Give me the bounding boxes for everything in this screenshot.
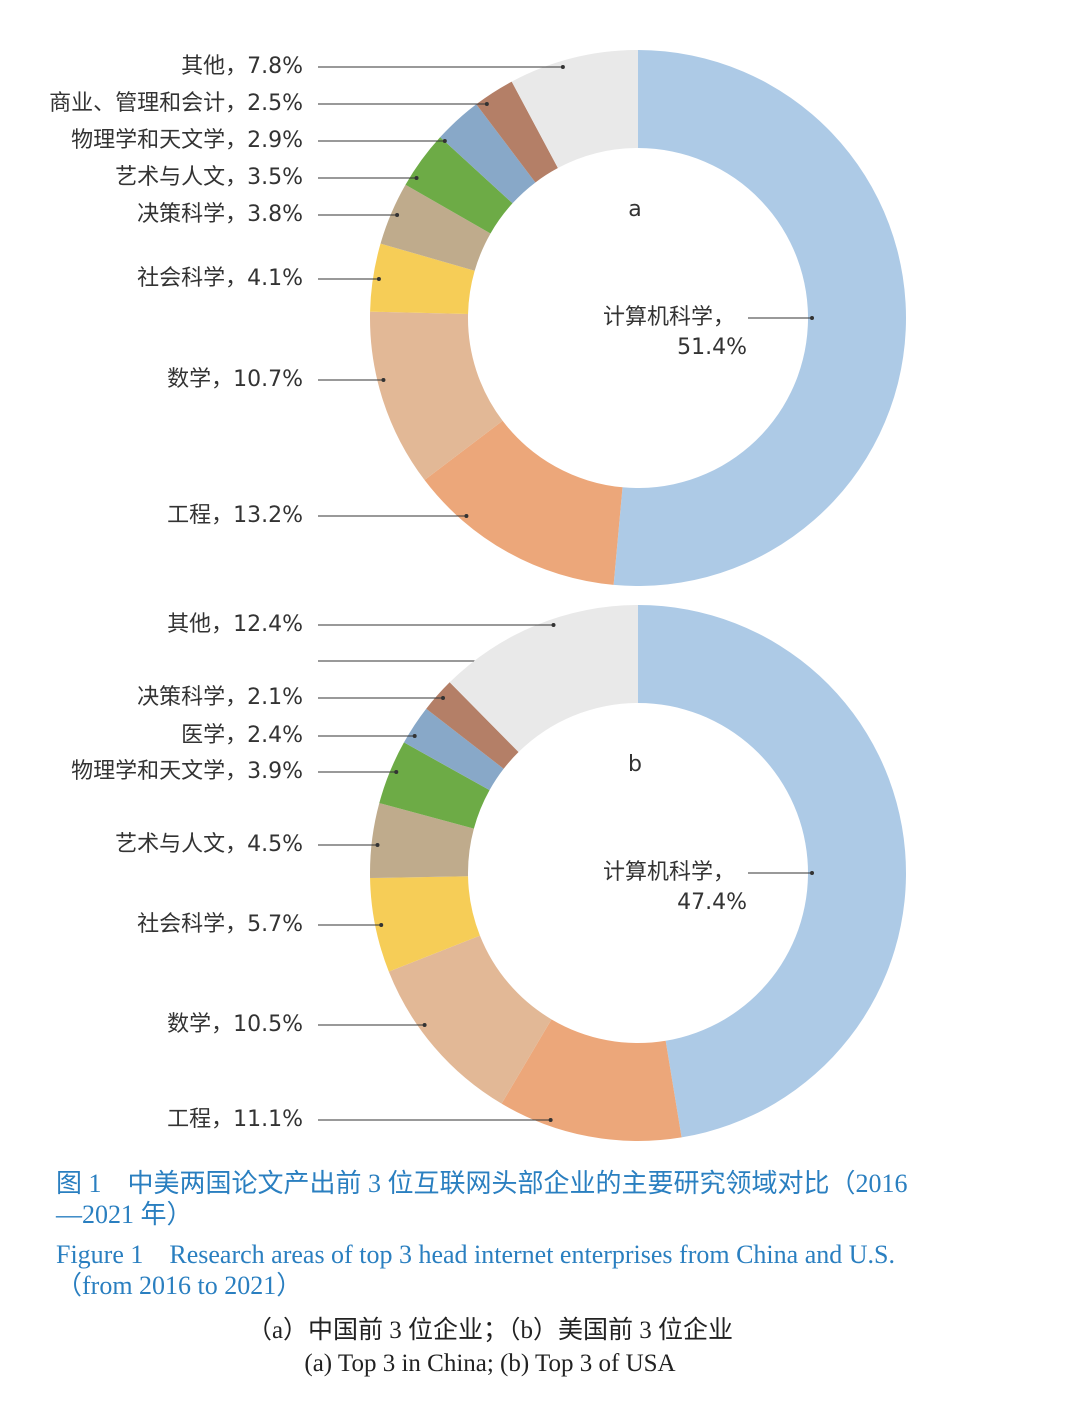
leader-dot	[442, 139, 447, 143]
chart-title: a	[628, 197, 641, 222]
donut-segment	[426, 682, 519, 769]
data-label: 艺术与人文，3.5%	[115, 165, 303, 190]
caption-en-sub: (a) Top 3 in China; (b) Top 3 of USA	[304, 1350, 676, 1377]
data-label: 计算机科学， 51.4%	[603, 305, 747, 360]
chart-title: b	[628, 752, 642, 777]
data-label: 数学，10.5%	[167, 1012, 303, 1037]
donut-segment	[370, 803, 474, 879]
caption-zh-sub: （a）中国前 3 位企业；（b）美国前 3 位企业	[246, 1317, 734, 1344]
donut-segment	[424, 420, 623, 585]
donut-segment	[449, 605, 638, 753]
donut-segment	[613, 50, 907, 586]
donut-segment	[370, 311, 503, 481]
data-label: 工程，11.1%	[167, 1107, 303, 1132]
data-label: 社会科学，4.1%	[137, 266, 303, 291]
leader-dot	[394, 770, 399, 774]
data-label: 数学，10.7%	[167, 367, 303, 392]
data-label: 决策科学，2.1%	[137, 685, 303, 710]
data-label: 其他，12.4%	[167, 612, 303, 637]
data-label: 计算机科学， 47.4%	[603, 860, 747, 915]
data-label: 商业、管理和会计，2.5%	[49, 91, 303, 116]
donut-segment	[511, 50, 638, 169]
leader-dot	[381, 378, 386, 382]
leader-dot	[422, 1023, 427, 1027]
donut-segment	[380, 184, 491, 271]
leader-dot	[376, 277, 381, 281]
data-label: 医学，2.4%	[181, 723, 303, 748]
data-label: 工程，13.2%	[167, 503, 303, 528]
donut-segment	[638, 605, 907, 1138]
caption-en-title: Figure 1 Research areas of top 3 head in…	[56, 1240, 895, 1300]
leader-dot	[810, 316, 814, 320]
leader-dot	[810, 871, 814, 875]
donut-segment	[405, 137, 513, 234]
charts: 计算机科学， 51.4% 工程，13.2% 数学，10.7% 社会科学，4.1% 决策科学…	[49, 50, 907, 1142]
leader-dot	[484, 102, 489, 106]
leader-dot	[560, 65, 565, 69]
donut-segment	[370, 876, 480, 972]
data-label: 其他，7.8%	[181, 54, 303, 79]
leader-dot	[412, 734, 417, 738]
donut-segment	[403, 708, 504, 791]
data-label: 艺术与人文，4.5%	[115, 832, 303, 857]
caption-zh-title: 图 1 中美两国论文产出前 3 位互联网头部企业的主要研究领域对比（2016—2…	[56, 1169, 908, 1229]
leader-dot	[379, 923, 384, 927]
data-label: 社会科学，5.7%	[137, 912, 303, 937]
leader-dot	[414, 176, 419, 180]
data-label: 物理学和天文学，3.9%	[71, 759, 303, 784]
leader-dot	[375, 843, 380, 847]
data-label: 物理学和天文学，2.9%	[71, 128, 303, 153]
leader-dot	[548, 1118, 553, 1122]
data-label: 决策科学，3.8%	[137, 202, 303, 227]
leader-dot	[551, 623, 556, 627]
leader-dot	[441, 696, 446, 700]
donut-segment	[501, 1019, 682, 1142]
donut-segment	[440, 104, 536, 204]
donut-segment	[388, 935, 552, 1104]
donut-segment	[370, 243, 475, 314]
donut-segment	[379, 742, 490, 829]
donut-segment	[476, 81, 558, 183]
leader-dot	[395, 213, 400, 217]
leader-dot	[464, 514, 469, 518]
